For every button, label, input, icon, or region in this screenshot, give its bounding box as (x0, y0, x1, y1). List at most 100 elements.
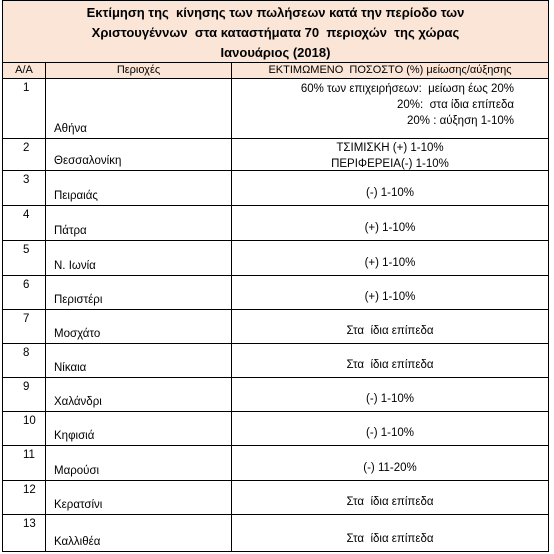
row-number-cell: 7 (2, 310, 46, 344)
region-cell: Χαλάνδρι (46, 378, 232, 412)
estimate-text: (+) 1-10% (232, 255, 548, 271)
row-number: 12 (23, 484, 36, 496)
estimate-cell: (+) 1-10% (232, 276, 549, 310)
row-number-cell: 11 (2, 446, 46, 481)
region-name: Θεσσαλονίκη (54, 155, 122, 167)
estimate-line: Στα ίδια επίπεδα (346, 496, 434, 508)
header-text: Περιοχές (116, 64, 161, 76)
estimate-cell: (-) 1-10% (232, 378, 549, 412)
row-number-cell: 13 (2, 515, 46, 552)
region-cell: Αθήνα (46, 79, 232, 139)
estimate-text: 60% των επιχειρήσεων: μείωση έως 20% 20%:… (301, 81, 514, 129)
estimate-text: (-) 11-20% (232, 460, 548, 476)
region-name: Μαρούσι (54, 465, 100, 477)
region-name: Κηφισιά (54, 430, 95, 442)
estimate-cell: 60% των επιχειρήσεων: μείωση έως 20% 20%:… (232, 79, 549, 139)
row-number: 3 (23, 174, 30, 186)
row-number: 2 (23, 142, 30, 154)
region-name: Περιστέρι (54, 294, 103, 306)
row-number: 4 (23, 209, 30, 221)
estimate-line: (+) 1-10% (364, 257, 416, 269)
region-name: Ν. Ιωνία (54, 260, 96, 272)
estimate-line: 20% : αύξηση 1-10% (406, 115, 514, 127)
row-number: 11 (23, 449, 35, 461)
region-cell: Περιστέρι (46, 276, 232, 310)
region-name: Μοσχάτο (54, 328, 101, 340)
region-name: Πειραιάς (54, 190, 98, 202)
estimate-cell: (-) 1-10% (232, 171, 549, 206)
estimate-text: ΤΣΙΜΙΣΚΗ (+) 1-10% ΠΕΡΙΦΕΡΕΙΑ(-) 1-10% (232, 140, 548, 172)
estimate-line: Στα ίδια επίπεδα (346, 533, 434, 545)
region-cell: Καλλιθέα (46, 515, 232, 552)
row-number-cell: 1 (2, 79, 46, 139)
region-name: Αθήνα (54, 123, 87, 135)
row-number-cell: 3 (2, 171, 46, 206)
estimate-cell: Στα ίδια επίπεδα (232, 515, 549, 552)
region-cell: Πειραιάς (46, 171, 232, 206)
estimate-text: Στα ίδια επίπεδα (232, 494, 548, 510)
row-number-cell: 9 (2, 378, 46, 412)
estimate-line: 60% των επιχειρήσεων: μείωση έως 20% (300, 83, 514, 95)
row-number: 8 (23, 347, 30, 359)
title-line: Ιανουάριος (2018) (220, 45, 331, 60)
region-name: Πάτρα (54, 225, 87, 237)
estimate-line: ΤΣΙΜΙΣΚΗ (+) 1-10% (336, 142, 444, 154)
region-cell: Πάτρα (46, 206, 232, 241)
estimate-line: (-) 1-10% (366, 187, 414, 199)
estimate-cell: Στα ίδια επίπεδα (232, 344, 549, 378)
estimate-cell: (+) 1-10% (232, 241, 549, 276)
estimate-text: (-) 1-10% (232, 391, 548, 407)
estimate-line: (+) 1-10% (364, 222, 416, 234)
row-number-cell: 5 (2, 241, 46, 276)
region-cell: Μοσχάτο (46, 310, 232, 344)
region-cell: Κερατσίνι (46, 481, 232, 515)
title-line: Εκτίμηση της κίνησης των πωλήσεων κατά τ… (86, 5, 465, 20)
estimate-text: (+) 1-10% (232, 220, 548, 236)
region-name: Χαλάνδρι (54, 396, 102, 408)
region-cell: Θεσσαλονίκη (46, 139, 232, 171)
estimate-cell: (+) 1-10% (232, 206, 549, 241)
title-line: Χριστουγέννων στα καταστήματα 70 περιοχώ… (91, 25, 460, 40)
estimate-line: (-) 1-10% (366, 393, 414, 405)
title-block: Εκτίμηση της κίνησης των πωλήσεων κατά τ… (2, 0, 549, 63)
estimate-text: Στα ίδια επίπεδα (232, 323, 548, 339)
region-cell: Νίκαια (46, 344, 232, 378)
row-number: 9 (23, 381, 30, 393)
region-cell: Μαρούσι (46, 446, 232, 481)
row-number: 1 (23, 82, 30, 94)
header-text: Α/Α (15, 64, 33, 76)
estimate-line: (+) 1-10% (364, 291, 416, 303)
column-header: ΕΚΤΙΜΩΜΕΝΟ ΠΟΣΟΣΤΟ (%) μείωσης/αύξησης (232, 63, 549, 79)
column-header: Α/Α (2, 63, 46, 79)
row-number: 13 (23, 518, 36, 530)
row-number: 6 (23, 279, 30, 291)
estimate-line: (-) 11-20% (363, 462, 417, 474)
row-number: 10 (23, 415, 36, 427)
row-number-cell: 2 (2, 139, 46, 171)
estimate-line: Στα ίδια επίπεδα (346, 359, 434, 371)
estimate-line: (-) 1-10% (366, 427, 414, 439)
row-number-cell: 6 (2, 276, 46, 310)
row-number-cell: 4 (2, 206, 46, 241)
estimate-text: Στα ίδια επίπεδα (232, 357, 548, 373)
estimate-line: Στα ίδια επίπεδα (346, 325, 434, 337)
estimate-cell: Στα ίδια επίπεδα (232, 310, 549, 344)
estimate-cell: Στα ίδια επίπεδα (232, 481, 549, 515)
estimate-cell: (-) 11-20% (232, 446, 549, 481)
estimate-line: 20%: στα ίδια επίπεδα (396, 99, 514, 111)
estimate-cell: (-) 1-10% (232, 412, 549, 446)
row-number: 5 (23, 244, 30, 256)
row-number: 7 (23, 313, 30, 325)
region-name: Νίκαια (54, 362, 87, 374)
header-text: ΕΚΤΙΜΩΜΕΝΟ ΠΟΣΟΣΤΟ (%) μείωσης/αύξησης (268, 64, 512, 76)
region-cell: Ν. Ιωνία (46, 241, 232, 276)
column-header: Περιοχές (46, 63, 232, 79)
estimate-text: (-) 1-10% (232, 185, 548, 201)
row-number-cell: 12 (2, 481, 46, 515)
estimate-text: Στα ίδια επίπεδα (232, 531, 548, 547)
region-name: Κερατσίνι (54, 499, 103, 511)
estimate-line: ΠΕΡΙΦΕΡΕΙΑ(-) 1-10% (331, 158, 449, 170)
row-number-cell: 8 (2, 344, 46, 378)
region-name: Καλλιθέα (54, 536, 101, 548)
